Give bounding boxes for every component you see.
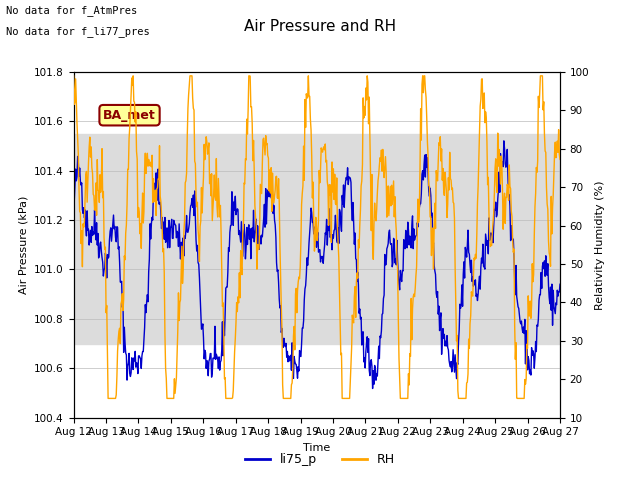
Legend: li75_p, RH: li75_p, RH [240,448,400,471]
Y-axis label: Relativity Humidity (%): Relativity Humidity (%) [595,180,605,310]
Text: BA_met: BA_met [103,108,156,122]
Text: No data for f_AtmPres: No data for f_AtmPres [6,5,138,16]
Text: No data for f_li77_pres: No data for f_li77_pres [6,26,150,37]
Text: Air Pressure and RH: Air Pressure and RH [244,19,396,34]
X-axis label: Time: Time [303,443,330,453]
Y-axis label: Air Pressure (kPa): Air Pressure (kPa) [19,196,29,294]
Bar [74,134,560,344]
